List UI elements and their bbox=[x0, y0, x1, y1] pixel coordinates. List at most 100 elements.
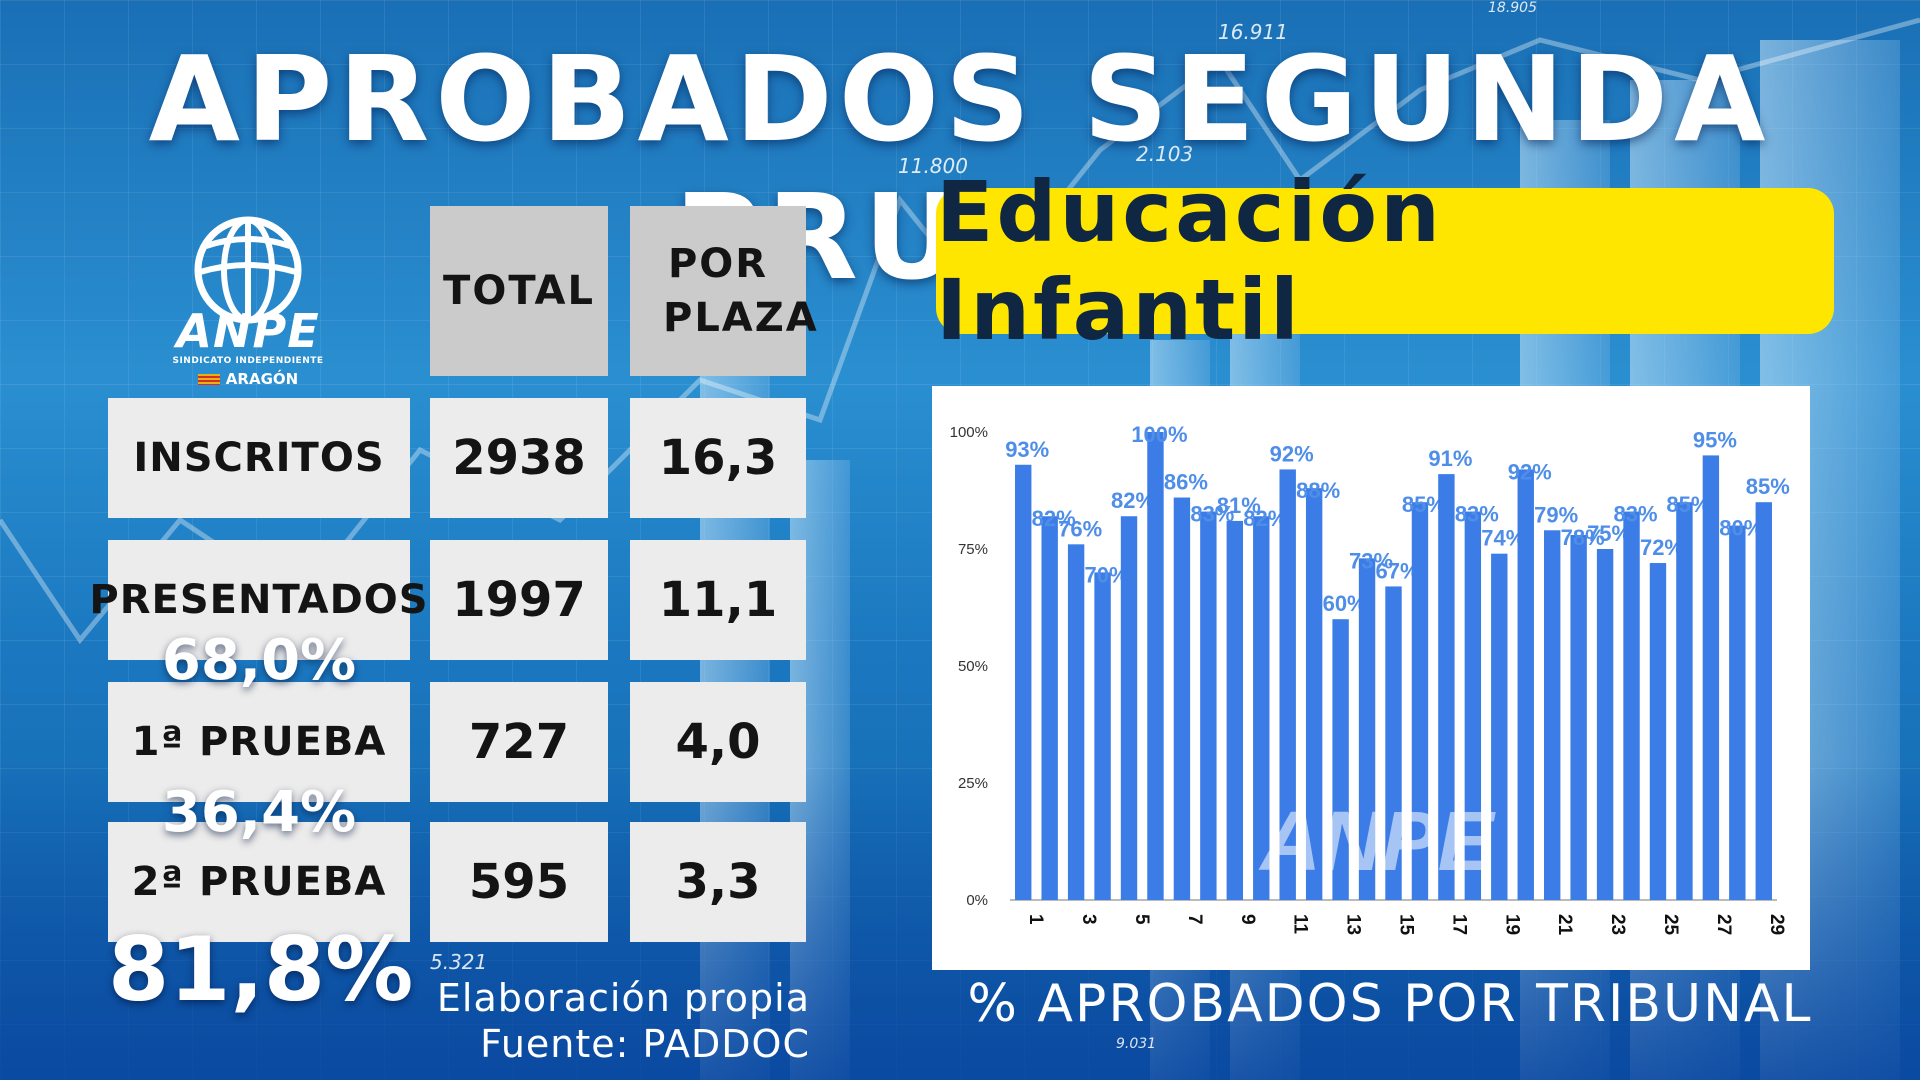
y-tick-label: 100% bbox=[950, 424, 988, 441]
bar bbox=[1755, 502, 1772, 900]
x-tick-label: 17 bbox=[1448, 914, 1469, 935]
ratio-percentage: 68,0% bbox=[161, 628, 357, 693]
bar bbox=[1200, 511, 1217, 900]
data-label: 78% bbox=[1561, 525, 1605, 550]
bar bbox=[1517, 469, 1534, 900]
bar bbox=[1094, 572, 1111, 900]
x-tick-label: 29 bbox=[1766, 914, 1787, 935]
globe-icon bbox=[194, 216, 302, 324]
ratio-percentage: 81,8% bbox=[108, 918, 414, 1021]
data-label: 93% bbox=[1005, 437, 1049, 462]
x-tick-label: 5 bbox=[1131, 914, 1152, 925]
x-tick-label: 21 bbox=[1554, 914, 1575, 936]
background-number: 5.321 bbox=[430, 950, 488, 974]
data-label: 88% bbox=[1296, 478, 1340, 503]
bar bbox=[1411, 502, 1429, 900]
data-label: 95% bbox=[1693, 427, 1737, 452]
bar bbox=[1385, 586, 1402, 900]
logo-region: ARAGÓN bbox=[168, 370, 328, 388]
bar bbox=[1543, 530, 1561, 900]
table-row-label: INSCRITOS bbox=[108, 398, 410, 518]
x-tick-label: 9 bbox=[1237, 914, 1258, 925]
bar bbox=[1623, 511, 1640, 900]
table-cell-total: 595 bbox=[430, 822, 608, 942]
data-label: 76% bbox=[1058, 516, 1102, 541]
bar bbox=[1120, 516, 1138, 900]
table-header-por-plaza-label: POR PLAZA bbox=[663, 241, 819, 341]
chart-panel: 0% 25% 50% 75% 100% 93% 82% 76% 70% 82% 100% 86% 83%… bbox=[932, 386, 1810, 970]
source-line: Elaboración propia bbox=[436, 976, 810, 1020]
y-tick-label: 50% bbox=[958, 658, 988, 675]
y-tick-label: 0% bbox=[966, 892, 988, 909]
data-label: 73% bbox=[1349, 548, 1393, 573]
bar bbox=[1676, 502, 1693, 900]
bar bbox=[1702, 455, 1720, 900]
table-header-total: TOTAL bbox=[430, 206, 608, 376]
data-label: 92% bbox=[1270, 441, 1314, 466]
bar bbox=[1438, 474, 1455, 900]
anpe-logo: ANPE SINDICATO INDEPENDIENTE ARAGÓN bbox=[168, 214, 328, 388]
bar bbox=[1464, 511, 1482, 900]
x-tick-label: 19 bbox=[1501, 914, 1522, 935]
source-line: Fuente: PADDOC bbox=[480, 1021, 810, 1066]
data-label: 83% bbox=[1614, 502, 1658, 527]
data-label: 85% bbox=[1746, 474, 1790, 499]
bar bbox=[1173, 497, 1191, 900]
table-cell-total: 727 bbox=[430, 682, 608, 802]
subtitle-text: Educación Infantil bbox=[936, 163, 1443, 359]
y-tick-label: 75% bbox=[958, 541, 988, 558]
table-row-label: 1ª PRUEBA bbox=[108, 682, 410, 802]
table-cell-por-plaza: 11,1 bbox=[630, 540, 806, 660]
data-label: 100% bbox=[1131, 422, 1187, 447]
bar bbox=[1649, 563, 1667, 900]
bar bbox=[1491, 553, 1508, 900]
bar bbox=[1596, 549, 1614, 900]
data-label: 92% bbox=[1508, 459, 1552, 484]
table-row-label: 2ª PRUEBA bbox=[108, 822, 410, 942]
table-cell-por-plaza: 16,3 bbox=[630, 398, 806, 518]
bar bbox=[1358, 558, 1376, 900]
bar bbox=[1226, 520, 1244, 900]
x-tick-label: 27 bbox=[1713, 914, 1734, 935]
table-cell-por-plaza: 3,3 bbox=[630, 822, 806, 942]
x-tick-label: 1 bbox=[1025, 914, 1046, 925]
watermark-text: ANPE bbox=[1258, 794, 1496, 888]
subtitle-banner: Educación Infantil bbox=[936, 163, 1834, 359]
table-cell-total: 1997 bbox=[430, 540, 608, 660]
logo-region-label: ARAGÓN bbox=[225, 370, 299, 388]
source-note: Elaboración propia Fuente: PADDOC bbox=[410, 976, 810, 1067]
data-label: 91% bbox=[1428, 446, 1472, 471]
bar bbox=[1279, 469, 1296, 900]
x-tick-label: 23 bbox=[1607, 914, 1628, 935]
y-tick-label: 25% bbox=[958, 775, 988, 792]
data-label: 82% bbox=[1032, 506, 1076, 531]
bar bbox=[1729, 525, 1746, 900]
bar bbox=[1253, 516, 1270, 900]
table-header-por-plaza: POR PLAZA bbox=[630, 206, 819, 376]
logo-subtitle: SINDICATO INDEPENDIENTE bbox=[172, 356, 324, 366]
x-tick-label: 25 bbox=[1660, 914, 1681, 936]
bar bbox=[1147, 432, 1164, 900]
x-tick-label: 13 bbox=[1343, 914, 1364, 935]
table-cell-total: 2938 bbox=[430, 398, 608, 518]
bar bbox=[1041, 516, 1058, 900]
chart-caption: % APROBADOS POR TRIBUNAL bbox=[967, 974, 1813, 1034]
background-number: 18.905 bbox=[1488, 0, 1537, 16]
ratio-percentage: 36,4% bbox=[161, 780, 357, 845]
table-row-label: PRESENTADOS bbox=[89, 540, 428, 660]
x-tick-label: 3 bbox=[1078, 914, 1099, 925]
bar bbox=[1305, 488, 1323, 900]
bar bbox=[1332, 619, 1349, 900]
bar bbox=[1015, 464, 1032, 900]
data-label: 86% bbox=[1164, 470, 1208, 495]
data-label: 83% bbox=[1455, 502, 1499, 527]
data-label: 81% bbox=[1217, 493, 1261, 518]
aragon-flag-icon bbox=[197, 373, 220, 385]
bar bbox=[1067, 544, 1085, 900]
x-tick-label: 11 bbox=[1290, 914, 1311, 935]
bar bbox=[1570, 534, 1587, 900]
bar-chart: 0%25%50%75%100%93%82%76%70%82%100%86%83%… bbox=[950, 422, 1790, 936]
x-tick-label: 15 bbox=[1396, 914, 1417, 936]
background-number: 9.031 bbox=[1116, 1036, 1157, 1052]
logo-name: ANPE bbox=[176, 304, 320, 358]
